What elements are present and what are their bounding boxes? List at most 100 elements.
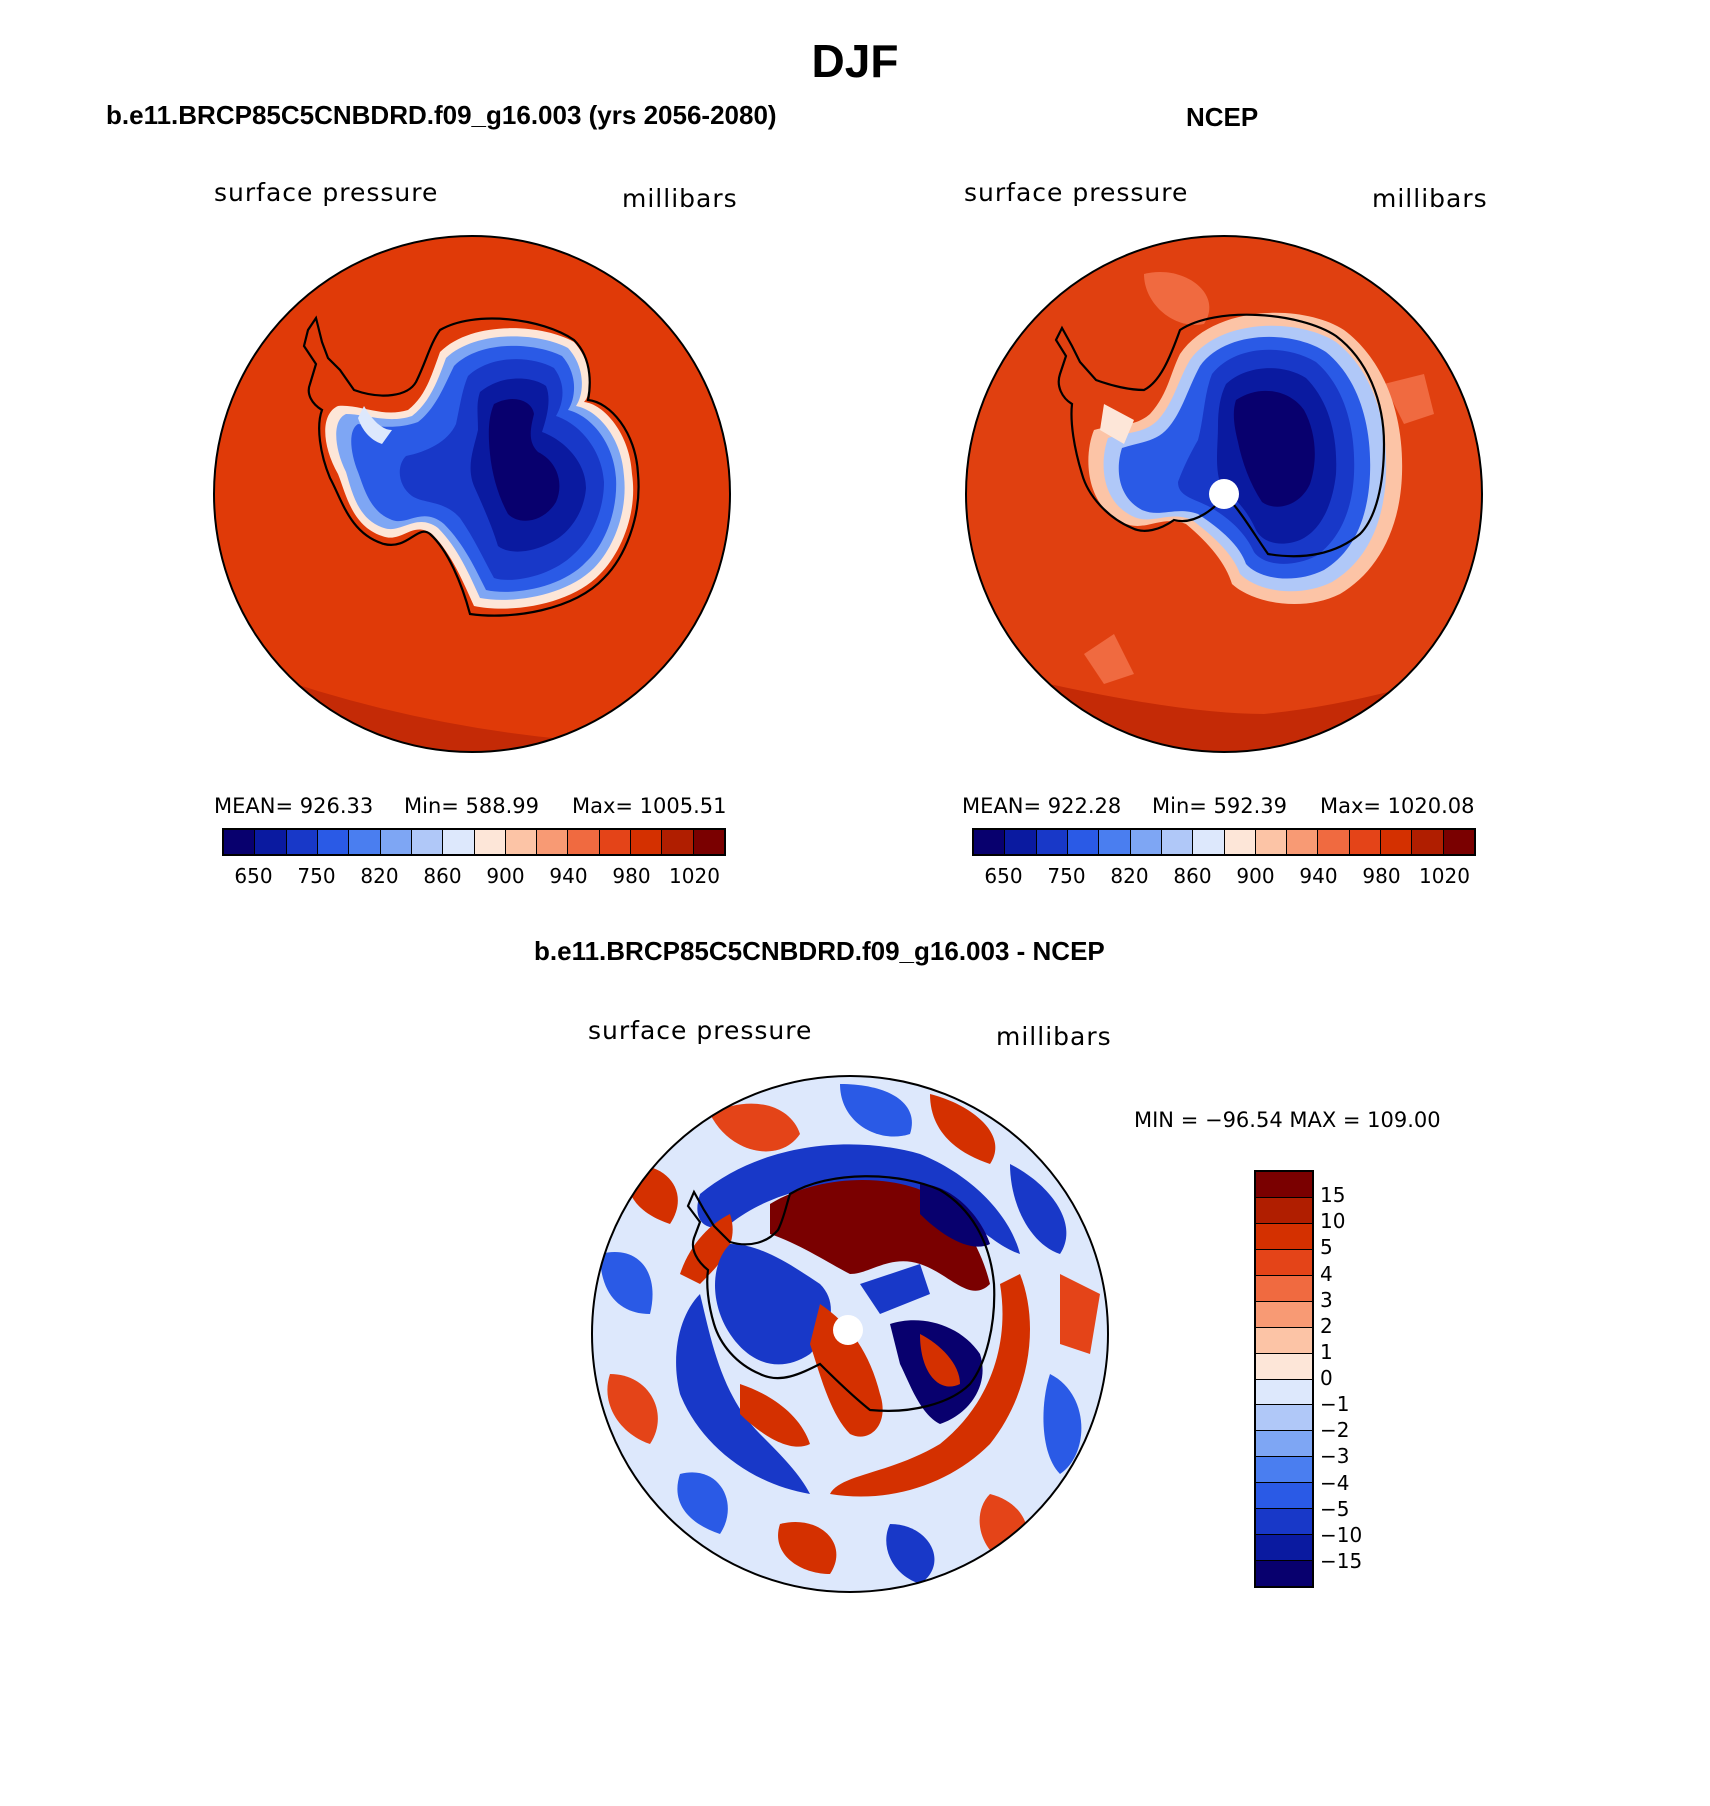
colorbar-tick-label: 940 — [549, 864, 588, 888]
panel-1-colorbar — [222, 828, 726, 856]
colorbar-swatch — [1256, 1353, 1312, 1380]
colorbar-tick-label: −2 — [1320, 1418, 1350, 1443]
colorbar-swatch — [286, 830, 318, 854]
panel-2-polar-map — [965, 235, 1483, 753]
colorbar-tick-label: 10 — [1320, 1209, 1346, 1234]
panel-1-variable-label: surface pressure — [214, 178, 439, 207]
colorbar-swatch — [631, 830, 663, 854]
colorbar-tick-label: 1020 — [669, 864, 720, 888]
colorbar-swatch — [1412, 830, 1444, 854]
colorbar-tick-label: 980 — [612, 864, 651, 888]
colorbar-tick-label: 820 — [1110, 864, 1149, 888]
colorbar-swatch — [1256, 1509, 1312, 1536]
colorbar-tick-label: 940 — [1299, 864, 1338, 888]
colorbar-swatch — [1256, 1327, 1312, 1354]
colorbar-swatch — [505, 830, 538, 854]
colorbar-swatch — [1256, 1483, 1312, 1510]
panel-2-units-label: millibars — [1372, 184, 1488, 213]
colorbar-swatch — [1255, 830, 1288, 854]
colorbar-swatch — [1318, 830, 1350, 854]
colorbar-swatch — [443, 830, 475, 854]
colorbar-swatch — [537, 830, 569, 854]
diff-panel-title: b.e11.BRCP85C5CNBDRD.f09_g16.003 - NCEP — [534, 936, 1105, 966]
panel-1-min: Min= 588.99 — [404, 794, 540, 818]
colorbar-swatch — [380, 830, 412, 854]
map-boundary — [213, 235, 731, 753]
ocean-patch — [1384, 374, 1434, 424]
colorbar-swatch — [1256, 1223, 1312, 1250]
panel-2-max: Max= 1020.08 — [1320, 794, 1475, 818]
colorbar-tick-label: 980 — [1362, 864, 1401, 888]
continent-core — [1233, 390, 1315, 507]
colorbar-swatch — [1256, 1561, 1312, 1586]
colorbar-tick-label: 750 — [297, 864, 336, 888]
colorbar-tick-label: 860 — [423, 864, 462, 888]
colorbar-swatch — [662, 830, 694, 854]
colorbar-swatch — [693, 830, 724, 854]
colorbar-swatch — [1256, 1301, 1312, 1328]
colorbar-tick-label: −4 — [1320, 1470, 1350, 1495]
coastline — [302, 315, 640, 617]
panel-2-mean: MEAN= 922.28 — [962, 794, 1122, 818]
colorbar-swatch — [1256, 1535, 1312, 1562]
colorbar-tick-label: 5 — [1320, 1235, 1333, 1260]
peninsula-field — [358, 406, 392, 444]
diff-panel-minmax: MIN = −96.54 MAX = 109.00 — [1134, 1108, 1441, 1132]
colorbar-tick-label: −15 — [1320, 1548, 1363, 1573]
colorbar-tick-label: −1 — [1320, 1392, 1350, 1417]
colorbar-tick-label: 900 — [1236, 864, 1275, 888]
colorbar-swatch — [974, 830, 1006, 854]
colorbar-swatch — [1256, 1431, 1312, 1458]
coastline — [686, 1175, 996, 1412]
colorbar-tick-label: 750 — [1047, 864, 1086, 888]
colorbar-swatch — [411, 830, 444, 854]
colorbar-tick-label: 650 — [234, 864, 273, 888]
colorbar-swatch — [1193, 830, 1225, 854]
colorbar-tick-label: 1020 — [1419, 864, 1470, 888]
ocean-patch — [1144, 272, 1210, 325]
panel-1-mean: MEAN= 926.33 — [214, 794, 374, 818]
panel-1-units-label: millibars — [622, 184, 738, 213]
panel-2-min: Min= 592.39 — [1152, 794, 1288, 818]
diff-panel-variable-label: surface pressure — [588, 1016, 813, 1045]
colorbar-tick-label: −3 — [1320, 1444, 1350, 1469]
panel-1-max: Max= 1005.51 — [572, 794, 727, 818]
colorbar-swatch — [1256, 1172, 1312, 1198]
colorbar-swatch — [1381, 830, 1413, 854]
colorbar-swatch — [1256, 1457, 1312, 1484]
colorbar-swatch — [1256, 1197, 1312, 1224]
colorbar-swatch — [599, 830, 632, 854]
colorbar-swatch — [1130, 830, 1162, 854]
diff-panel-colorbar-ticks: 15 10 5 4 3 2 1 0 −1 −2 −3 −4 −5 −10 −15 — [1320, 1170, 1400, 1588]
colorbar-tick-label: 860 — [1173, 864, 1212, 888]
colorbar-swatch — [1349, 830, 1382, 854]
panel-2-colorbar-ticks: 650 750 820 860 900 940 980 1020 — [972, 864, 1476, 890]
colorbar-tick-label: 0 — [1320, 1366, 1333, 1390]
colorbar-tick-label: −5 — [1320, 1496, 1350, 1521]
colorbar-tick-label: 15 — [1320, 1183, 1346, 1208]
colorbar-swatch — [1067, 830, 1100, 854]
colorbar-swatch — [1256, 1249, 1312, 1276]
figure-title: DJF — [811, 35, 899, 87]
colorbar-swatch — [1443, 830, 1474, 854]
colorbar-swatch — [1287, 830, 1319, 854]
edge-high-pressure-left — [214, 294, 242, 384]
colorbar-swatch — [1256, 1379, 1312, 1406]
colorbar-swatch — [224, 830, 256, 854]
colorbar-tick-label: 1 — [1320, 1339, 1333, 1364]
colorbar-swatch — [255, 830, 287, 854]
ocean-patch — [1084, 634, 1134, 684]
diff-panel-polar-map — [591, 1075, 1109, 1593]
diff-panel-units-label: millibars — [996, 1022, 1112, 1051]
colorbar-swatch — [1224, 830, 1256, 854]
panel-1-colorbar-ticks: 650 750 820 860 900 940 980 1020 — [222, 864, 726, 890]
colorbar-swatch — [349, 830, 381, 854]
panel-2-variable-label: surface pressure — [964, 178, 1189, 207]
colorbar-tick-label: −10 — [1320, 1522, 1363, 1547]
colorbar-swatch — [1005, 830, 1037, 854]
colorbar-swatch — [1099, 830, 1131, 854]
colorbar-tick-label: 4 — [1320, 1261, 1333, 1286]
map-boundary — [965, 235, 1483, 753]
coastline — [1054, 313, 1386, 558]
panel-2-colorbar — [972, 828, 1476, 856]
